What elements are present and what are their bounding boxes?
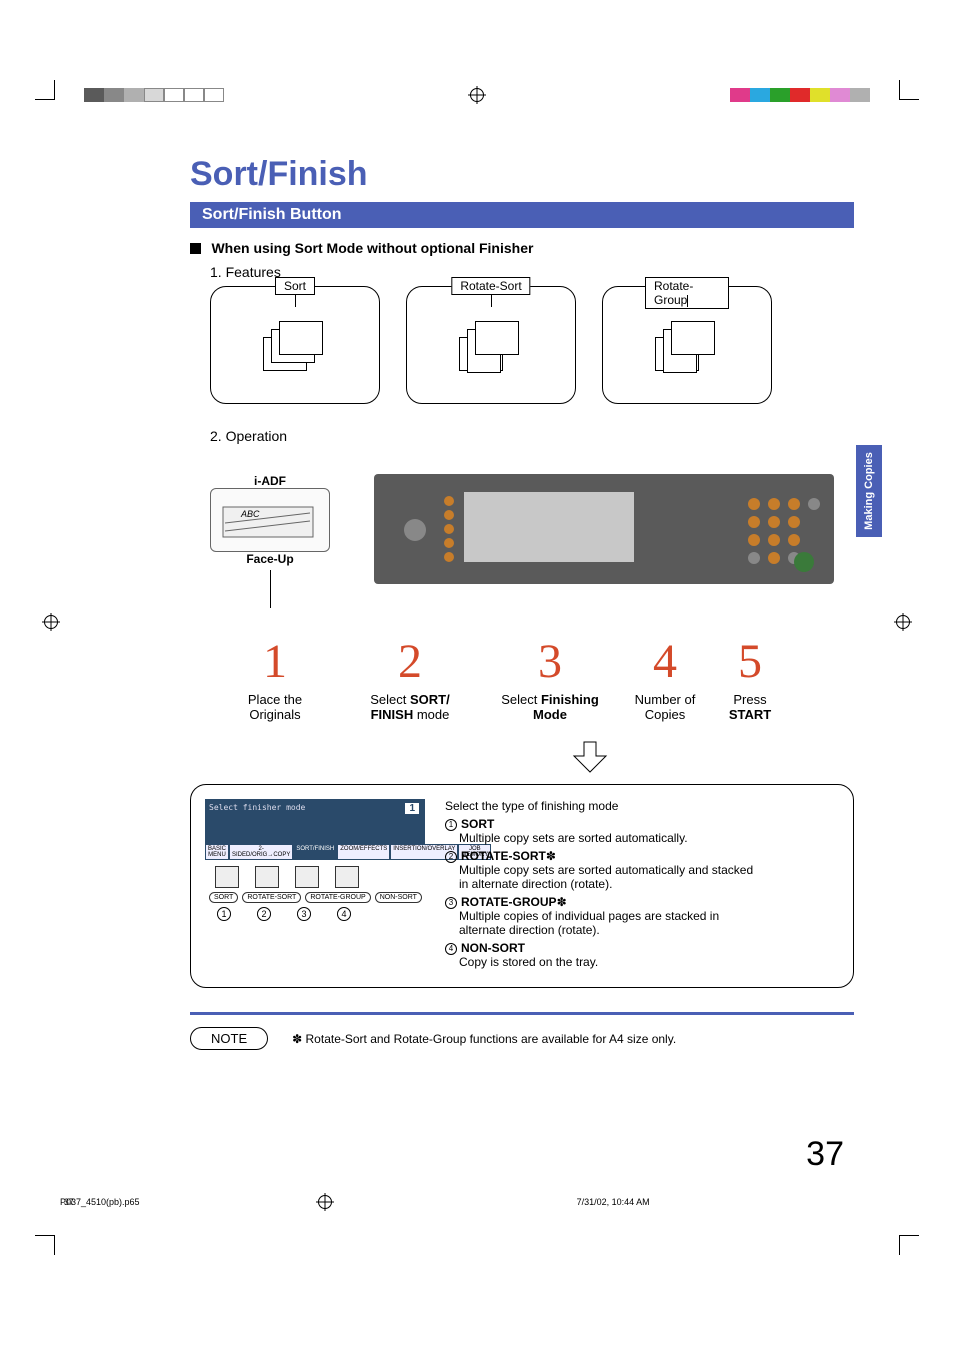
- lcd-tabs: BASIC MENU 2-SIDED/ORIG→COPY SORT/FINISH…: [205, 844, 425, 860]
- center-register-icon: [318, 1195, 332, 1209]
- step-5: 5 PressSTART: [710, 638, 790, 722]
- registration-top: [0, 80, 954, 110]
- panel-keypad: [748, 498, 822, 564]
- mode-icon: [335, 866, 359, 888]
- step-4: 4 Number ofCopies: [620, 638, 710, 722]
- finishing-mode-text: Select the type of finishing mode 1SORT …: [445, 799, 755, 973]
- section-heading: When using Sort Mode without optional Fi…: [190, 240, 854, 258]
- diagram-rotate-sort: Rotate-Sort: [406, 286, 576, 404]
- operation-label: 2. Operation: [210, 428, 854, 444]
- note-text: ✽ Rotate-Sort and Rotate-Group functions…: [292, 1032, 676, 1046]
- registration-bottom: [0, 1225, 954, 1255]
- diagram-sort: Sort: [210, 286, 380, 404]
- footer-page: 37: [64, 1197, 74, 1207]
- svg-text:ABC: ABC: [240, 509, 260, 519]
- adf-icon: ABC: [215, 493, 325, 547]
- step-3: 3 Select FinishingMode: [480, 638, 620, 722]
- operation-row: i-ADF ABC Face-Up: [210, 474, 854, 608]
- divider: [190, 1012, 854, 1015]
- mode-icon: [215, 866, 239, 888]
- side-tab: Making Copies: [856, 445, 882, 537]
- note-label: NOTE: [190, 1027, 268, 1050]
- gray-calibration: [0, 85, 224, 105]
- mode-icon: [255, 866, 279, 888]
- bullet-icon: [190, 243, 201, 254]
- feature-diagrams: Sort Rotate-Sort Rotate-Group: [210, 286, 854, 404]
- page-number: 37: [806, 1135, 844, 1174]
- side-register-icon: [44, 615, 58, 629]
- control-panel: [374, 474, 834, 584]
- diagram-rotate-group: Rotate-Group: [602, 286, 772, 404]
- finishing-mode-detail: Select finisher mode 1 BASIC MENU 2-SIDE…: [190, 784, 854, 988]
- footer: P037_4510(pb).p65 37 7/31/02, 10:44 AM: [0, 1195, 954, 1209]
- iadf-diagram: i-ADF ABC Face-Up: [210, 474, 330, 608]
- color-calibration: [730, 85, 954, 105]
- lcd-panel: Select finisher mode 1 BASIC MENU 2-SIDE…: [205, 799, 425, 973]
- step-row: 1 Place theOriginals 2 Select SORT/FINIS…: [210, 638, 854, 722]
- note-row: NOTE ✽ Rotate-Sort and Rotate-Group func…: [190, 1027, 854, 1050]
- start-button-icon: [794, 552, 814, 572]
- page-content: Sort/Finish Sort/Finish Button When usin…: [90, 155, 854, 1050]
- step-2: 2 Select SORT/FINISH mode: [340, 638, 480, 722]
- arrow-down-icon: [570, 740, 610, 774]
- step-1: 1 Place theOriginals: [210, 638, 340, 722]
- footer-date: 7/31/02, 10:44 AM: [577, 1197, 650, 1207]
- page-title: Sort/Finish: [90, 155, 854, 194]
- panel-screen-icon: [464, 492, 634, 562]
- subtitle-bar: Sort/Finish Button: [190, 202, 854, 228]
- side-register-icon: [896, 615, 910, 629]
- center-register-icon: [470, 88, 484, 102]
- mode-icon: [295, 866, 319, 888]
